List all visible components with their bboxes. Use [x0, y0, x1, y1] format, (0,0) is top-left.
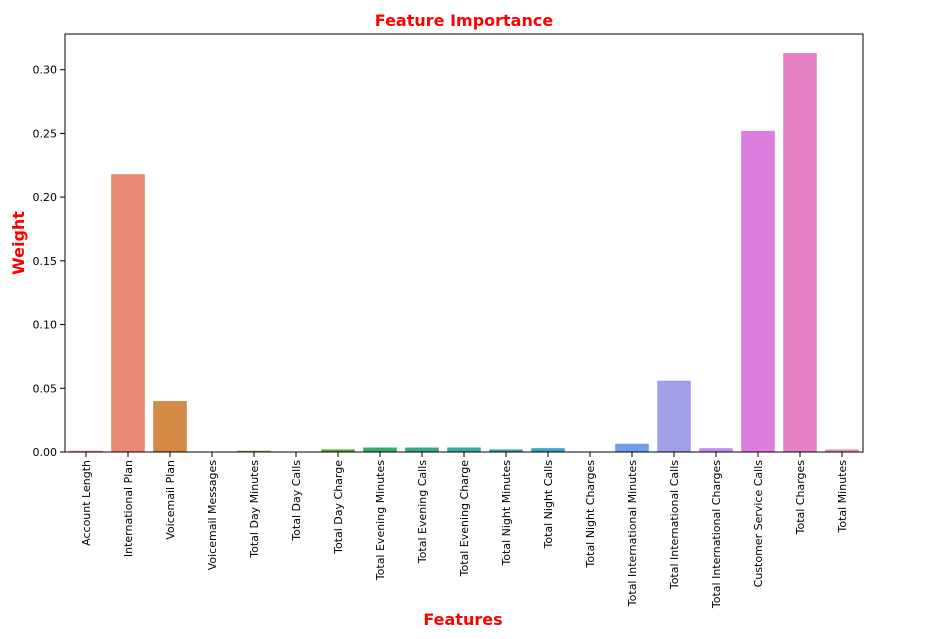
y-tick-label: 0.25	[33, 127, 58, 140]
bar	[363, 447, 397, 452]
bar	[741, 130, 775, 452]
y-tick-label: 0.20	[33, 191, 58, 204]
x-tick-label: Account Length	[80, 460, 93, 546]
bar	[699, 448, 733, 452]
bar	[69, 450, 103, 452]
bar	[615, 443, 649, 452]
x-tick-label: Voicemail Plan	[164, 460, 177, 540]
x-tick-label: Total Night Minutes	[500, 460, 513, 567]
x-tick-label: Total Minutes	[836, 460, 849, 534]
x-tick-label: Total International Charges	[710, 460, 723, 609]
bar	[237, 450, 271, 452]
y-tick-label: 0.15	[33, 255, 58, 268]
bar	[153, 401, 187, 452]
x-tick-label: Total Charges	[794, 460, 807, 536]
x-tick-label: Total Night Calls	[542, 460, 555, 550]
y-tick-label: 0.30	[33, 64, 58, 77]
x-tick-label: Total Night Charges	[584, 460, 597, 569]
x-tick-label: Total International Minutes	[626, 460, 639, 607]
x-tick-label: Total Evening Minutes	[374, 460, 387, 581]
bar	[405, 447, 439, 452]
x-tick-label: Customer Service Calls	[752, 460, 765, 588]
bar	[825, 449, 859, 452]
plot-frame	[64, 33, 864, 453]
y-axis: 0.00 0.05 0.10 0.15 0.20 0.25 0.30	[33, 64, 65, 459]
bar	[657, 380, 691, 452]
bar	[489, 449, 523, 452]
x-tick-label: Total Evening Calls	[416, 460, 429, 564]
y-tick-label: 0.00	[33, 446, 58, 459]
bar	[111, 174, 145, 452]
x-tick-label: Total International Calls	[668, 460, 681, 590]
x-tick-label: Total Day Minutes	[248, 460, 261, 559]
bars-group	[69, 53, 859, 453]
chart-title: Feature Importance	[375, 11, 554, 30]
bar	[321, 449, 355, 452]
bar	[531, 448, 565, 452]
x-axis-label: Features	[423, 610, 502, 629]
y-tick-label: 0.05	[33, 382, 58, 395]
x-axis: Account Length International Plan Voicemai…	[80, 452, 849, 609]
bar	[447, 447, 481, 452]
bar	[783, 53, 817, 453]
y-tick-label: 0.10	[33, 319, 58, 332]
x-tick-label: Total Evening Charge	[458, 460, 471, 578]
x-tick-label: Voicemail Messages	[206, 460, 219, 571]
x-tick-label: Total Day Charge	[332, 460, 345, 555]
x-tick-label: Total Day Calls	[290, 460, 303, 542]
y-axis-label: Weight	[9, 211, 28, 275]
x-tick-label: International Plan	[122, 460, 135, 557]
